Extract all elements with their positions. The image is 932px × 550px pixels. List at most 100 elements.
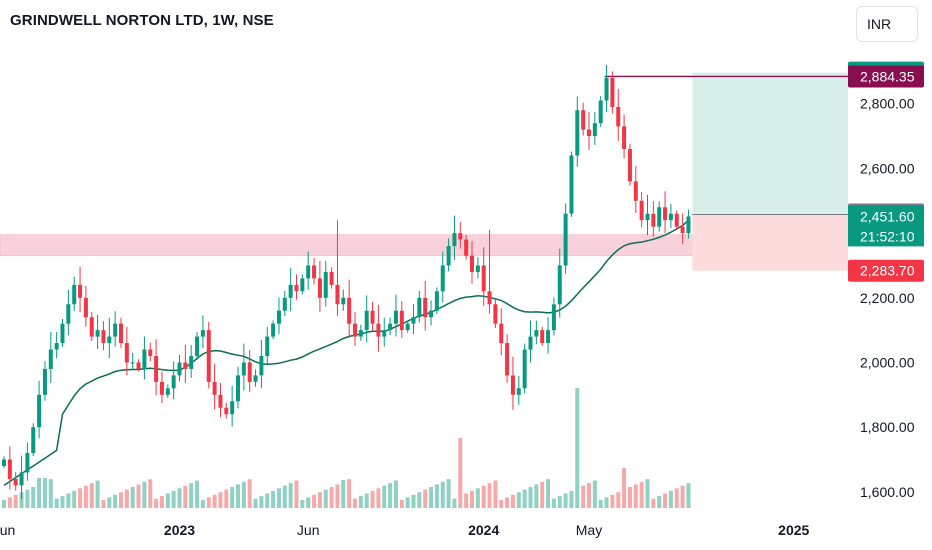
candle-body bbox=[569, 155, 574, 214]
volume-bar bbox=[19, 492, 24, 508]
volume-bar bbox=[616, 492, 621, 508]
volume-bar bbox=[300, 500, 305, 508]
candle-body bbox=[393, 310, 398, 324]
candle-body bbox=[124, 343, 129, 363]
position-stop-zone bbox=[692, 214, 848, 271]
volume-bar bbox=[388, 483, 393, 508]
volume-bar bbox=[645, 479, 650, 508]
volume-bar bbox=[581, 485, 586, 508]
candle-body bbox=[622, 126, 627, 150]
candle-body bbox=[183, 362, 188, 369]
volume-bar bbox=[60, 496, 65, 508]
volume-bar bbox=[230, 487, 235, 508]
volume-bar bbox=[493, 480, 498, 508]
candle-body bbox=[364, 310, 369, 331]
volume-bar bbox=[107, 497, 112, 508]
volume-bar bbox=[136, 484, 141, 508]
candle-body bbox=[440, 265, 445, 292]
volume-bar bbox=[610, 494, 615, 508]
volume-bar bbox=[358, 496, 363, 508]
candle-body bbox=[206, 330, 211, 382]
volume-bar bbox=[370, 490, 375, 508]
candle-body bbox=[48, 349, 53, 369]
volume-bar bbox=[598, 500, 603, 508]
candle-body bbox=[645, 213, 650, 221]
candle-body bbox=[37, 394, 42, 428]
candle-body bbox=[452, 233, 457, 247]
price-axis-tick: 1,800.00 bbox=[860, 419, 915, 435]
candle-body bbox=[60, 323, 65, 344]
volume-bar bbox=[347, 479, 352, 508]
time-axis-tick: 2024 bbox=[468, 522, 499, 538]
candle-body bbox=[236, 375, 240, 402]
candle-body bbox=[592, 123, 597, 137]
candle-body bbox=[668, 213, 673, 221]
volume-bar bbox=[119, 492, 123, 508]
candle-body bbox=[411, 317, 416, 324]
candle-body bbox=[633, 181, 638, 201]
candle-body bbox=[551, 304, 556, 331]
volume-bar bbox=[37, 478, 42, 508]
volume-bar bbox=[405, 497, 410, 508]
candle-body bbox=[13, 478, 18, 486]
candle-body bbox=[241, 362, 246, 376]
volume-bar bbox=[7, 497, 12, 508]
candle-body bbox=[575, 110, 580, 156]
volume-bar bbox=[522, 489, 527, 508]
volume-bar bbox=[282, 485, 287, 508]
candle-body bbox=[148, 349, 153, 356]
volume-bar bbox=[323, 489, 328, 508]
volume-bar bbox=[154, 498, 159, 508]
candle-body bbox=[534, 330, 539, 337]
candle-body bbox=[89, 317, 94, 337]
candle-body bbox=[540, 330, 545, 344]
time-axis-tick: 2025 bbox=[778, 522, 809, 538]
volume-bar bbox=[329, 487, 334, 508]
candle-body bbox=[505, 343, 510, 376]
candle-body bbox=[72, 284, 77, 305]
candle-body bbox=[306, 265, 311, 279]
volume-bar bbox=[575, 388, 580, 508]
candle-body bbox=[130, 362, 135, 364]
volume-bar bbox=[206, 497, 211, 508]
volume-bar bbox=[341, 480, 346, 508]
volume-bar bbox=[288, 483, 293, 508]
candle-body bbox=[224, 407, 229, 415]
volume-bar bbox=[505, 497, 510, 508]
candle-body bbox=[66, 304, 71, 324]
candle-body bbox=[598, 100, 603, 124]
volume-bar bbox=[633, 484, 638, 508]
candle-body bbox=[429, 310, 434, 318]
volume-bar bbox=[218, 492, 223, 508]
volume-bar bbox=[364, 493, 369, 508]
currency-button[interactable]: INR bbox=[856, 6, 918, 42]
volume-bar bbox=[165, 493, 170, 508]
volume-bar bbox=[399, 500, 404, 508]
volume-bar bbox=[540, 481, 545, 508]
candle-body bbox=[54, 343, 59, 350]
candle-body bbox=[31, 427, 36, 454]
volume-bar bbox=[236, 484, 240, 508]
volume-bar bbox=[353, 498, 357, 508]
time-axis-tick: May bbox=[576, 522, 602, 538]
candle-body bbox=[288, 284, 293, 298]
volume-bar bbox=[382, 485, 387, 508]
volume-bar bbox=[680, 485, 685, 508]
candle-body bbox=[101, 330, 106, 344]
candle-body bbox=[189, 356, 194, 369]
candle-body bbox=[446, 246, 451, 266]
candle-body bbox=[686, 216, 691, 234]
time-axis-tick: Jun bbox=[0, 522, 15, 538]
candle-body bbox=[399, 310, 404, 331]
volume-bar bbox=[627, 487, 632, 508]
price-axis-tick: 2,600.00 bbox=[860, 160, 915, 176]
volume-bar bbox=[241, 481, 246, 508]
candle-body bbox=[271, 323, 276, 337]
candle-body bbox=[358, 330, 363, 337]
candle-body bbox=[142, 349, 147, 369]
candle-body bbox=[639, 200, 644, 221]
position-target-zone bbox=[692, 72, 848, 215]
volume-bar bbox=[686, 483, 691, 508]
volume-bar bbox=[587, 483, 591, 508]
